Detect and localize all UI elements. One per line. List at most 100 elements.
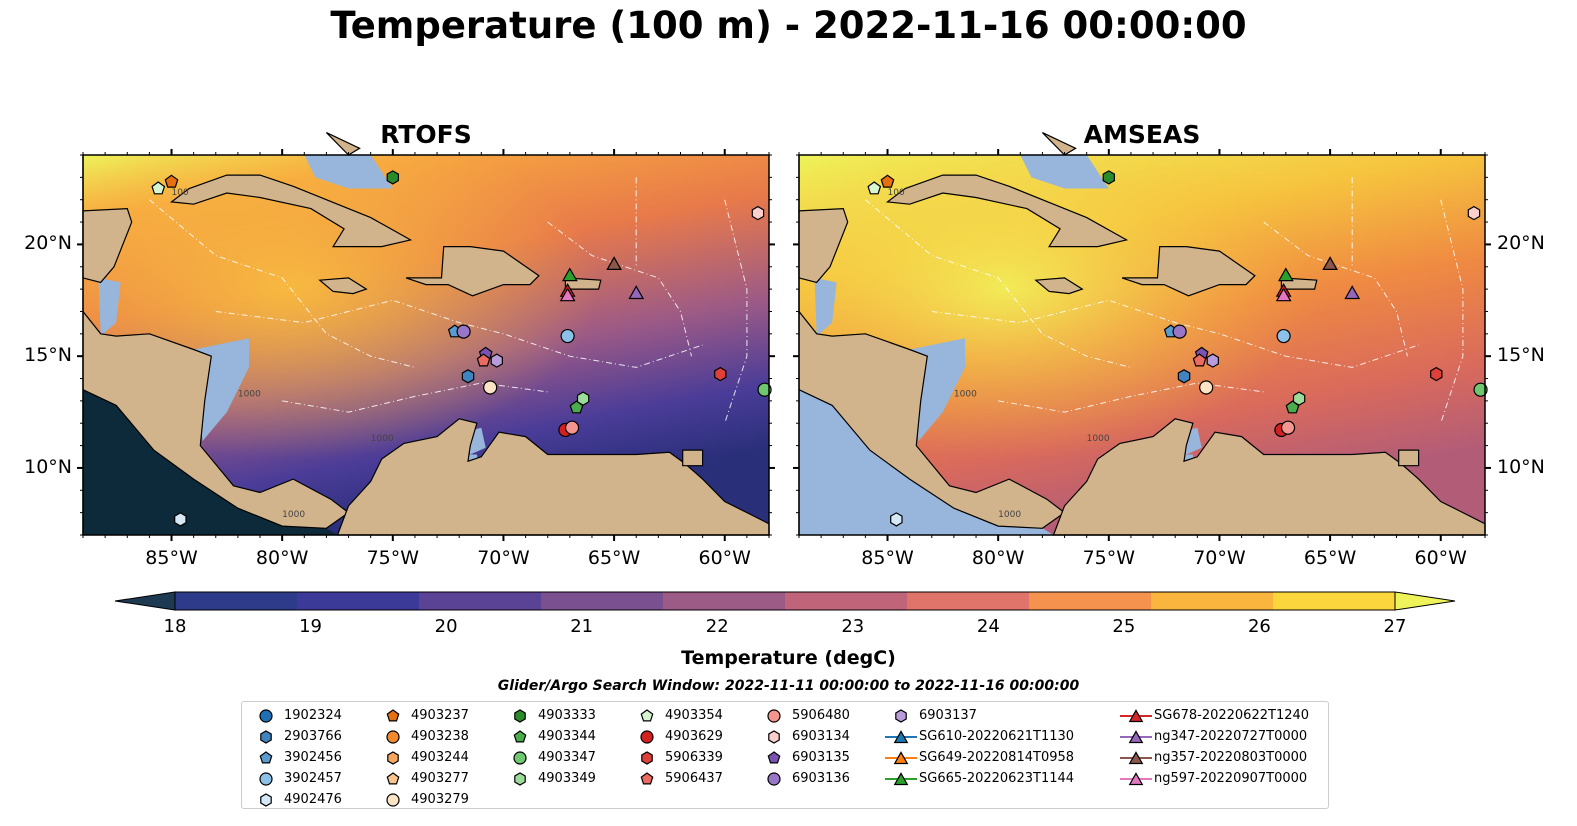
lon-tick-label: 60°W [698, 547, 751, 569]
colorbar-tick-label: 19 [299, 616, 322, 637]
panel-title-amseas: AMSEAS [1083, 120, 1201, 149]
marker-4903354 [151, 181, 166, 195]
colorbar-ticks: 18 19 20 21 22 23 24 25 26 27 [0, 612, 1577, 642]
marker-3902457 [560, 328, 575, 344]
legend-item: 6903137 [883, 705, 977, 726]
marker-4903279 [483, 380, 498, 395]
lon-tick-label: 80°W [255, 547, 309, 569]
land-hispaniola [1121, 245, 1256, 297]
shallow-water-pacific [83, 389, 338, 535]
lon-tick-label: 85°W [145, 547, 198, 569]
lon-tick-label: 65°W [587, 547, 641, 569]
colorbar-tick-label: 20 [434, 616, 458, 637]
marker-4903279 [1199, 380, 1214, 395]
shallow-water-belize [98, 277, 121, 337]
land-centralAmerica [798, 155, 1066, 535]
pentagon-marker-icon [767, 750, 781, 763]
legend-item: ng597-20220907T0000 [1118, 768, 1307, 789]
legend-item: 6903136 [756, 768, 850, 789]
legend-label: 4903349 [538, 771, 596, 786]
land-centralAmerica [82, 155, 350, 535]
legend-item: 4903629 [629, 726, 723, 747]
pentagon-marker-icon [386, 771, 400, 784]
land-bahamas1 [1041, 132, 1077, 156]
colorbar-segment [785, 592, 908, 610]
legend-item: ng357-20220803T0000 [1118, 747, 1307, 768]
map-amseas: 100 1000 1000 1000 [793, 132, 1491, 541]
eez-boundary [215, 299, 703, 368]
legend-item: 4903349 [502, 768, 596, 789]
map-panel-amseas: 100 1000 1000 1000 [793, 132, 1491, 541]
circle-marker-icon [259, 708, 273, 723]
lat-tick-label-left: 10°N [24, 455, 72, 478]
triangle-marker-icon [1120, 708, 1152, 722]
map-rtofs: 100 1000 1000 1000 [77, 132, 775, 541]
legend-label: 4903279 [411, 792, 469, 807]
colorbar-segment [175, 592, 298, 610]
lat-tick-label-right: 20°N [1497, 232, 1545, 255]
contour-label: 100 [888, 188, 905, 198]
lon-tick-label: 65°W [1303, 547, 1357, 569]
colorbar-segment [663, 592, 786, 610]
marker-5906437 [476, 353, 491, 367]
marker-ng347-20220727T0000 [628, 285, 645, 300]
shallow-water-belize [814, 277, 837, 337]
legend-item: 6903134 [756, 726, 850, 747]
land-jamaica [1034, 277, 1084, 295]
colorbar-segment [1273, 592, 1396, 610]
marker-4903344 [569, 400, 584, 414]
legend-item: 5906480 [756, 705, 850, 726]
legend-label: SG678-20220622T1240 [1154, 708, 1310, 723]
pentagon-marker-icon [386, 708, 400, 721]
legend-label: 4903344 [538, 729, 596, 744]
shallow-water-pacific [799, 389, 1054, 535]
marker-4903333 [1102, 170, 1115, 185]
pentagon-marker-icon [640, 771, 654, 784]
marker-5906339 [714, 366, 727, 382]
marker-4903347 [757, 382, 772, 397]
colorbar-tick-label: 18 [163, 616, 187, 637]
land-jamaica [318, 277, 368, 295]
lon-tick-label: 60°W [1414, 547, 1467, 569]
map-panel-rtofs: 100 1000 1000 1000 [77, 132, 775, 541]
marker-4903237 [880, 174, 895, 188]
legend-item: 3902456 [248, 747, 342, 768]
marker-ng597-20220907T0000 [1275, 287, 1292, 302]
legend-label: 5906437 [665, 771, 723, 786]
pentagon-marker-icon [259, 750, 273, 763]
colorbar-segment [419, 592, 542, 610]
legend-label: 6903136 [792, 771, 850, 786]
shallow-water-bahamasBank [1020, 155, 1109, 189]
marker-6903134 [751, 205, 765, 221]
colorbar-tick-label: 23 [841, 616, 865, 637]
colorbar [114, 590, 1456, 612]
colorbar-tick-label: 21 [570, 616, 594, 637]
contour-label: 1000 [282, 510, 305, 520]
colorbar-min-arrow [114, 591, 176, 611]
marker-5906480 [564, 420, 580, 435]
lon-tick-label: 75°W [1082, 547, 1136, 569]
legend-label: 6903134 [792, 729, 850, 744]
colorbar-max-arrow [1394, 591, 1456, 611]
legend-label: 4903238 [411, 729, 469, 744]
land-trinidad [1398, 449, 1420, 467]
hexagon-marker-icon [260, 729, 272, 744]
legend-label: ng597-20220907T0000 [1154, 771, 1308, 786]
colorbar-tick-label: 22 [705, 616, 729, 637]
legend-item: SG678-20220622T1240 [1118, 705, 1309, 726]
circle-marker-icon [386, 792, 400, 807]
hexagon-marker-icon [387, 750, 399, 765]
colorbar-tick-label: 25 [1112, 616, 1136, 637]
legend-label: 4903277 [411, 771, 469, 786]
circle-marker-icon [767, 771, 781, 786]
legend-item: 4903333 [502, 705, 596, 726]
hexagon-marker-icon [895, 708, 907, 723]
legend-item: 6903135 [756, 747, 850, 768]
legend-label: SG665-20220623T1144 [919, 771, 1075, 786]
lat-tick-label-left: 20°N [24, 232, 72, 255]
colorbar-tick-label: 27 [1383, 616, 1407, 637]
pentagon-marker-icon [640, 708, 654, 721]
marker-4902476 [174, 512, 187, 527]
land-southAmerica [1052, 418, 1486, 536]
marker-ng347-20220727T0000 [1344, 285, 1361, 300]
